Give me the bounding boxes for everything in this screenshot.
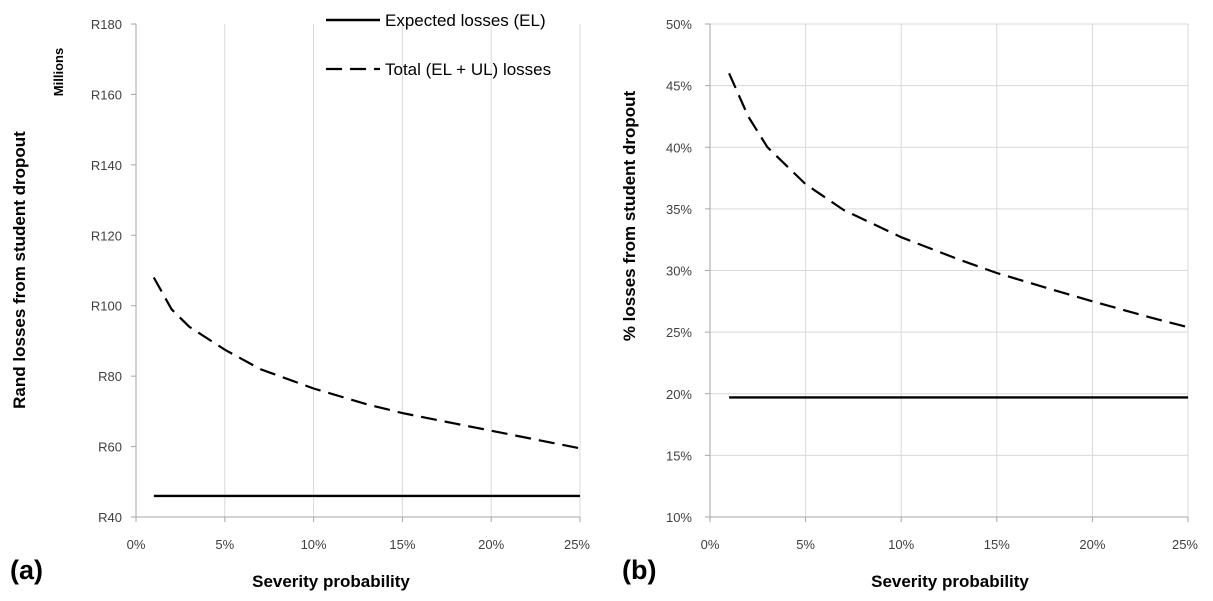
y-tick-label: 15% (666, 448, 692, 463)
y-tick-label: R140 (91, 158, 122, 173)
y-axis-title: % losses from student dropout (620, 91, 639, 342)
y-tick-label: 20% (666, 387, 692, 402)
x-axis-title: Severity probability (252, 572, 410, 591)
y-tick-label: 25% (666, 325, 692, 340)
x-tick-label: 5% (215, 537, 234, 552)
x-tick-label: 0% (127, 537, 146, 552)
x-tick-label: 20% (1079, 537, 1105, 552)
y-tick-label: 40% (666, 140, 692, 155)
panel-label: (b) (622, 555, 656, 585)
x-tick-label: 0% (701, 537, 720, 552)
legend-label: Total (EL + UL) losses (385, 60, 551, 79)
x-tick-label: 20% (478, 537, 504, 552)
y-tick-label: 45% (666, 79, 692, 94)
y-tick-label: 10% (666, 510, 692, 525)
y-tick-label: R80 (98, 369, 122, 384)
total-series-line (152, 276, 581, 450)
x-tick-label: 15% (984, 537, 1010, 552)
y-tick-label: R160 (91, 87, 122, 102)
x-axis-title: Severity probability (871, 572, 1029, 591)
legend-label: Expected losses (EL) (385, 11, 546, 30)
x-tick-label: 25% (1172, 537, 1198, 552)
x-tick-label: 5% (796, 537, 815, 552)
y-axis-title: Rand losses from student dropout (10, 131, 29, 409)
y-tick-label: R180 (91, 17, 122, 32)
x-tick-label: 10% (888, 537, 914, 552)
y-tick-label: R100 (91, 299, 122, 314)
y-tick-label: R40 (98, 510, 122, 525)
y-tick-label: 50% (666, 17, 692, 32)
y-tick-label: 35% (666, 202, 692, 217)
y-unit-label: Millions (51, 48, 66, 96)
panel-label: (a) (10, 555, 43, 585)
x-tick-label: 25% (564, 537, 590, 552)
total-series-line (728, 72, 1189, 329)
y-tick-label: 30% (666, 264, 692, 279)
x-tick-label: 15% (389, 537, 415, 552)
x-tick-label: 10% (301, 537, 327, 552)
y-tick-label: R60 (98, 440, 122, 455)
y-tick-label: R120 (91, 228, 122, 243)
